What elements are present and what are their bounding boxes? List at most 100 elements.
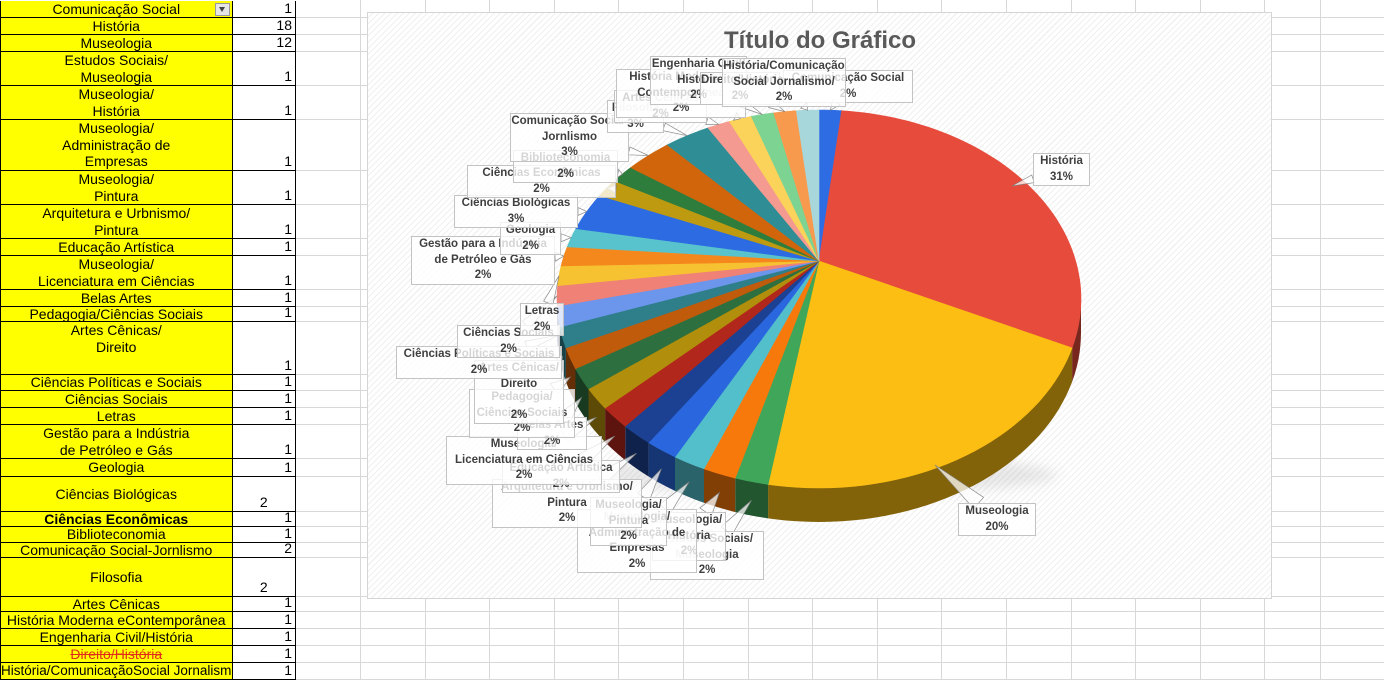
value-cell[interactable]: 1	[231, 256, 296, 290]
value-cell[interactable]: 1	[231, 1, 296, 18]
value-cell[interactable]: 1	[231, 425, 296, 459]
pie-label-line: 20%	[985, 520, 1009, 533]
category-cell[interactable]: Pedagogia/Ciências Sociais	[0, 307, 232, 322]
table-row-25: História Moderna eContemporânea 1	[0, 612, 296, 629]
category-cell[interactable]: Biblioteconomia	[0, 527, 232, 543]
value-cell[interactable]: 1	[231, 374, 296, 391]
pie-slice-museologia[interactable]	[767, 260, 1073, 489]
cell-value: 1	[284, 662, 292, 678]
category-cell[interactable]: Direito/História	[0, 646, 232, 663]
value-cell[interactable]: 1	[231, 629, 296, 646]
category-cell[interactable]: Educação Artística	[0, 239, 232, 256]
table-row-4: Estudos Sociais/Museologia 1	[0, 52, 296, 86]
pie-label-histo-ria[interactable]: História 31%	[1033, 153, 1090, 186]
category-cell[interactable]: Ciências Biológicas	[0, 477, 232, 512]
pie-label-line: 2%	[510, 408, 528, 421]
category-cell[interactable]: Artes Cênicas	[0, 597, 232, 612]
value-cell[interactable]: 1	[231, 52, 296, 86]
pie-label-histo-ria-comunicac-a-osocial-jornalismo[interactable]: História/Comunicação Social Jornalismo/2%	[722, 58, 846, 107]
category-cell[interactable]: Museologia/Pintura	[0, 171, 232, 205]
value-cell[interactable]: 1	[231, 322, 296, 375]
value-cell[interactable]: 1	[231, 239, 296, 256]
value-cell[interactable]: 1	[231, 459, 296, 477]
category-cell[interactable]: Ciências Sociais	[0, 391, 232, 408]
chart-title[interactable]: Título do Gráfico	[724, 27, 916, 54]
category-cell[interactable]: Geologia	[0, 459, 232, 477]
cell-value: 1	[284, 187, 292, 203]
value-cell[interactable]: 1	[231, 594, 296, 612]
category-cell[interactable]: Estudos Sociais/Museologia	[0, 52, 232, 86]
value-cell[interactable]: 2	[231, 477, 296, 512]
category-text: Museologia/	[78, 120, 155, 136]
category-cell[interactable]: Museologia/História	[0, 86, 232, 120]
category-cell[interactable]: Comunicação Social-Jornlismo	[0, 543, 232, 558]
category-text: História	[92, 18, 140, 34]
pie-label-line: 3%	[561, 146, 578, 158]
filter-dropdown-button[interactable]	[214, 3, 230, 16]
table-row-1: Comunicação Social 1	[0, 1, 296, 18]
table-row-27: Direito/História 1	[0, 646, 296, 663]
pie-label-line: 2%	[500, 342, 517, 355]
pie-label-line	[475, 392, 563, 408]
category-cell[interactable]: Museologia	[0, 35, 232, 52]
table-row-22: Comunicação Social-Jornlismo 2	[0, 541, 296, 558]
leader-line-comunicac-a-o-social-jornlismo	[627, 146, 649, 156]
value-cell[interactable]: 1	[231, 120, 296, 171]
pie-label-line: Engenharia Civil/	[651, 58, 746, 70]
category-cell[interactable]: Ciências Econômicas	[0, 512, 232, 527]
category-cell[interactable]: História	[0, 18, 232, 35]
category-cell[interactable]: História Moderna eContemporânea	[0, 612, 232, 629]
category-cell[interactable]: Letras	[0, 408, 232, 425]
table-row-12: Pedagogia/Ciências Sociais 1	[0, 305, 296, 322]
value-cell[interactable]: 2	[231, 558, 296, 597]
category-text: Belas Artes	[80, 290, 152, 306]
pie-label-gesta-o-para-a-indu-stria-de-petro-leo-e-ga-s[interactable]: Gestão para a Indústria de Petróleo e Gás…	[411, 236, 555, 285]
category-cell[interactable]: Museologia/Administração de Empresas	[0, 120, 232, 171]
category-cell[interactable]: Filosofia	[0, 558, 232, 597]
value-cell[interactable]: 1	[231, 662, 296, 680]
pie-label-letras[interactable]: Letras 2%	[520, 303, 564, 336]
pie-label-line: 2%	[513, 422, 531, 434]
pie-label-cie-ncias-biolo-gicas[interactable]: Ciências Biológicas 3%	[454, 195, 578, 228]
value-cell[interactable]: 1	[231, 290, 296, 307]
table-row-19: Ciências Biológicas 2	[0, 477, 296, 512]
value-cell[interactable]: 1	[231, 408, 296, 425]
table-row-15: Ciências Sociais 1	[0, 391, 296, 408]
value-cell[interactable]: 1	[231, 391, 296, 408]
value-cell[interactable]: 1	[231, 646, 296, 663]
category-cell[interactable]: Engenharia Civil/História	[0, 629, 232, 646]
value-cell[interactable]: 1	[231, 171, 296, 205]
category-cell[interactable]: Artes Cênicas/Direito	[0, 322, 232, 375]
value-cell[interactable]: 1	[231, 510, 296, 527]
value-cell[interactable]: 18	[231, 18, 296, 35]
category-cell[interactable]: Comunicação Social	[0, 1, 232, 18]
category-text: História Moderna eContemporânea	[6, 612, 226, 628]
category-cell[interactable]: Arquitetura e Urbnismo/Pintura	[0, 205, 232, 239]
pie-label-line: 2%	[515, 469, 533, 481]
pie-slice-histo-ria-comunicac-a-osocial-jornalismo[interactable]	[795, 109, 820, 262]
category-text: Biblioteconomia	[66, 527, 166, 543]
value-cell[interactable]: 1	[231, 205, 296, 239]
value-cell[interactable]: 1	[231, 305, 296, 322]
value-cell[interactable]: 2	[231, 541, 296, 558]
pie-slice-comunicac-a-o-social-jornlismo[interactable]	[630, 144, 820, 262]
pie-slice-filosofia[interactable]	[666, 127, 820, 262]
pie-label-museologia[interactable]: Museologia 20%	[958, 503, 1036, 536]
value-cell[interactable]: 1	[231, 526, 296, 543]
value-cell[interactable]: 1	[231, 86, 296, 120]
value-cell[interactable]: 1	[231, 612, 296, 629]
category-cell[interactable]: Gestão para a Indústria de Petróleo e Gás	[0, 425, 232, 459]
cell-value: 1	[284, 594, 292, 610]
category-cell[interactable]: Ciências Políticas e Sociais	[0, 375, 232, 391]
pie-label-engenharia-civil-histo-ria[interactable]: Engenharia Civil/História 2%	[650, 56, 747, 105]
category-cell[interactable]: História/ComunicaçãoSocial Jornalismo/	[0, 663, 232, 680]
pie-label-line: Pintura	[547, 496, 587, 509]
pie-label-line: 2%	[522, 239, 539, 252]
category-text: Museologia	[80, 35, 153, 51]
pie-wall-artes-ce-nicas-direito	[559, 327, 566, 382]
category-cell[interactable]: Museologia/Licenciatura em Ciências	[0, 256, 232, 290]
category-cell[interactable]: Belas Artes	[0, 290, 232, 307]
category-text: Pedagogia/Ciências Sociais	[29, 307, 204, 322]
value-cell[interactable]: 12	[231, 35, 296, 52]
